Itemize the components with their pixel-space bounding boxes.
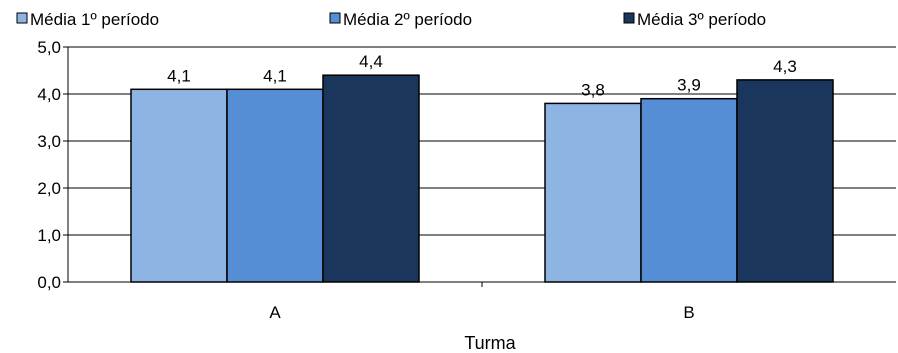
bars <box>130 74 834 283</box>
data-label: 3,8 <box>581 80 605 99</box>
y-tick-label: 0,0 <box>37 273 61 292</box>
x-tick-label: A <box>269 303 281 322</box>
y-tick-labels: 0,0 1,0 2,0 3,0 4,0 5,0 <box>37 38 61 292</box>
axes <box>63 46 896 287</box>
legend-swatch <box>329 12 341 24</box>
legend-label: Média 1º período <box>30 10 159 29</box>
legend-label: Média 3º período <box>637 10 766 29</box>
data-label: 3,9 <box>677 76 701 95</box>
bar <box>640 97 738 283</box>
bar <box>226 88 324 283</box>
y-tick-label: 2,0 <box>37 179 61 198</box>
legend-label: Média 2º período <box>343 10 472 29</box>
data-label: 4,4 <box>359 52 383 71</box>
legend-swatch <box>16 12 28 24</box>
y-tick-label: 5,0 <box>37 38 61 57</box>
x-tick-label: B <box>683 303 694 322</box>
data-labels: 4,1 4,1 4,4 3,8 3,9 4,3 <box>167 52 797 99</box>
data-label: 4,1 <box>263 66 287 85</box>
y-tick-label: 1,0 <box>37 226 61 245</box>
bar <box>544 102 642 283</box>
bar <box>322 74 420 283</box>
legend: Média 1º período Média 2º período Média 3º… <box>16 10 766 29</box>
data-label: 4,3 <box>773 57 797 76</box>
bar <box>736 79 834 283</box>
bar <box>130 88 228 283</box>
legend-swatch <box>623 12 635 24</box>
y-tick-label: 3,0 <box>37 132 61 151</box>
data-label: 4,1 <box>167 66 191 85</box>
y-tick-label: 4,0 <box>37 85 61 104</box>
x-axis-title: Turma <box>464 333 516 353</box>
